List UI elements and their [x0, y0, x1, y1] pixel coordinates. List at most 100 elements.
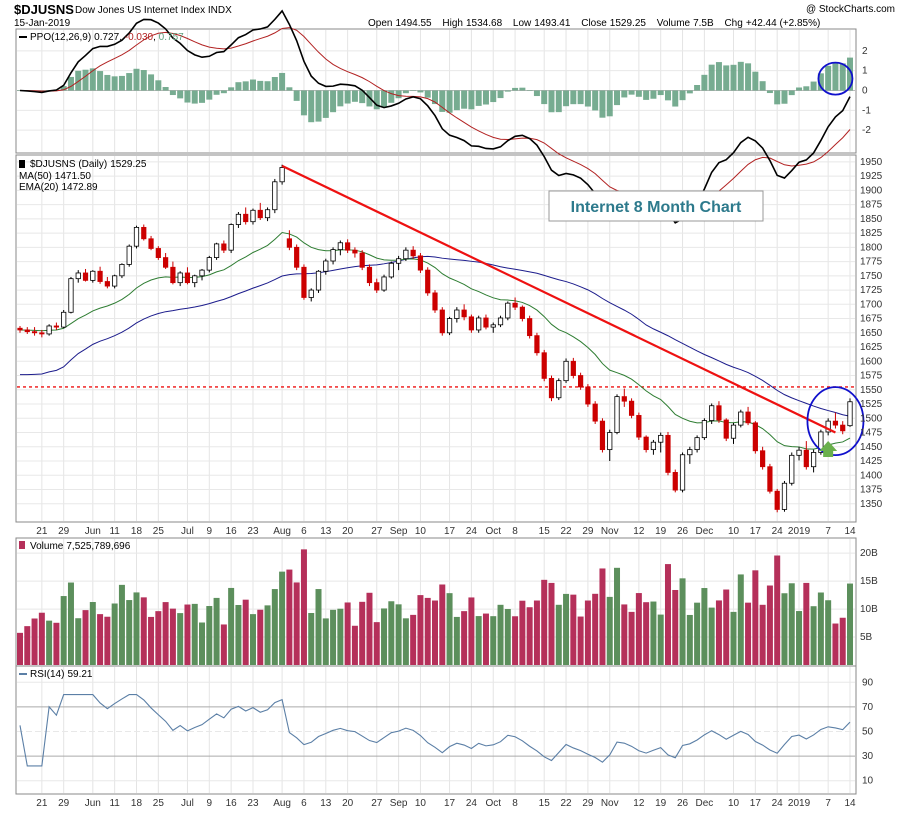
x-tick-label-rsi-27: 26	[677, 798, 689, 809]
candle-body-16	[133, 226, 140, 247]
chg-value: +42.44 (+2.85%)	[746, 18, 821, 29]
ppo-legend-name: PPO(12,26,9)	[30, 32, 91, 43]
candle-body-108	[803, 449, 809, 468]
x-tick-label-rsi-34: 14	[844, 798, 856, 809]
x-tick-label-price-33: 7	[825, 526, 831, 537]
candle-45	[345, 239, 351, 254]
candle-7	[68, 276, 74, 314]
price-y-tick-14: 1600	[860, 356, 883, 367]
ppo-hist-bar-56	[424, 90, 431, 98]
rsi-y-tick-1: 70	[862, 702, 874, 713]
volume-bar-27	[213, 597, 220, 665]
candle-body-58	[439, 309, 445, 334]
candle-body-52	[395, 258, 402, 264]
ppo-hist-bar-52	[395, 90, 402, 99]
candle-9	[82, 268, 89, 282]
candle-54	[410, 246, 416, 259]
volume-bar-1	[24, 626, 31, 665]
x-tick-label-price-1: 29	[58, 526, 70, 537]
candle-body-73	[548, 377, 555, 399]
candle-body-1	[24, 329, 30, 333]
candle-48	[366, 264, 373, 287]
ppo-hist-bar-71	[533, 90, 540, 97]
open-value: 1494.55	[395, 18, 432, 29]
ppo-hist-bar-41	[315, 90, 322, 122]
price-y-tick-8: 1750	[860, 271, 883, 282]
candle-body-106	[789, 454, 795, 484]
x-tick-label-rsi-9: 23	[247, 798, 259, 809]
candle-100	[745, 406, 751, 426]
volume-bar-0	[17, 632, 23, 665]
candle-39	[301, 264, 307, 300]
x-tick-label-price-30: 17	[750, 526, 762, 537]
ppo-hist-bar-113	[839, 63, 846, 91]
ppo-hist-bar-68	[512, 87, 519, 91]
ppo-hist-bar-20	[162, 87, 169, 91]
candle-107	[796, 446, 802, 461]
ppo-hist-bar-69	[519, 87, 526, 91]
x-tick-label-rsi-2: Jun	[85, 798, 101, 809]
candle-14	[119, 263, 125, 279]
vol-y-tick-0: 20B	[860, 548, 878, 559]
candle-body-70	[527, 318, 533, 337]
candle-2	[31, 327, 38, 336]
candle-98	[730, 422, 737, 444]
annotation-text: Internet 8 Month Chart	[571, 199, 742, 216]
ppo-hist-bar-74	[555, 90, 562, 113]
ppo-hist-bar-47	[359, 90, 366, 104]
volume-bar-6	[60, 596, 67, 665]
x-tick-label-price-10: Aug	[273, 526, 291, 537]
breakout-circle	[806, 386, 865, 457]
ppo-hist-bar-107	[796, 87, 803, 91]
volume-bar-96	[715, 600, 722, 665]
x-tick-label-rsi-0: 21	[36, 798, 48, 809]
volume-bar-108	[803, 582, 810, 665]
candle-body-28	[221, 243, 227, 251]
candle-body-48	[366, 266, 373, 284]
price-legend: $DJUSNS (Daily) 1529.25 MA(50) 1471.50 EMA…	[19, 159, 147, 193]
ppo-hist-bar-60	[453, 90, 460, 111]
ma-legend-label: MA(50)	[19, 171, 52, 182]
price-legend-text: $DJUSNS (Daily) 1529.25	[30, 159, 147, 170]
candle-79	[592, 401, 598, 424]
volume-bar-88	[657, 614, 664, 665]
ppo-hist-bar-63	[475, 90, 482, 106]
candle-body-51	[388, 262, 394, 278]
ppo-hist-bar-61	[461, 90, 468, 109]
candle-42	[323, 258, 329, 275]
candle-body-47	[359, 252, 365, 268]
price-legend-swatch	[19, 160, 25, 168]
candle-0	[17, 325, 23, 333]
candle-body-43	[330, 249, 336, 262]
candle-30	[235, 211, 242, 228]
candle-75	[563, 358, 569, 383]
candle-74	[556, 378, 562, 401]
candle-49	[374, 278, 380, 293]
candle-body-94	[701, 420, 707, 439]
candle-body-40	[308, 289, 314, 298]
ppo-hist-bar-55	[417, 90, 424, 93]
x-tick-label-price-8: 16	[226, 526, 238, 537]
candle-body-29	[228, 224, 234, 251]
candle-body-79	[592, 403, 598, 422]
candle-72	[541, 349, 547, 382]
x-tick-label-price-23: 29	[582, 526, 594, 537]
x-tick-label-rsi-12: 13	[320, 798, 332, 809]
ppo-hist-bar-19	[155, 80, 162, 91]
ma50-line	[19, 255, 851, 417]
chart-header: $DJUSNS Dow Jones US Internet Index INDX…	[14, 2, 895, 29]
candle-body-103	[767, 466, 773, 492]
volume-bar-40	[308, 613, 315, 665]
price-y-tick-7: 1775	[860, 257, 883, 268]
ema-legend-value: 1472.89	[61, 182, 98, 193]
candle-body-61	[461, 309, 467, 318]
ppo-hist-bar-28	[220, 90, 227, 94]
x-tick-label-rsi-16: 10	[415, 798, 427, 809]
candle-body-89	[665, 434, 671, 473]
volume-bar-104	[774, 555, 781, 665]
candle-61	[461, 304, 467, 321]
volume-bar-97	[723, 589, 730, 665]
candle-55	[417, 253, 424, 273]
ppo-hist-bar-94	[701, 74, 708, 91]
volume-bar-75	[563, 593, 570, 665]
